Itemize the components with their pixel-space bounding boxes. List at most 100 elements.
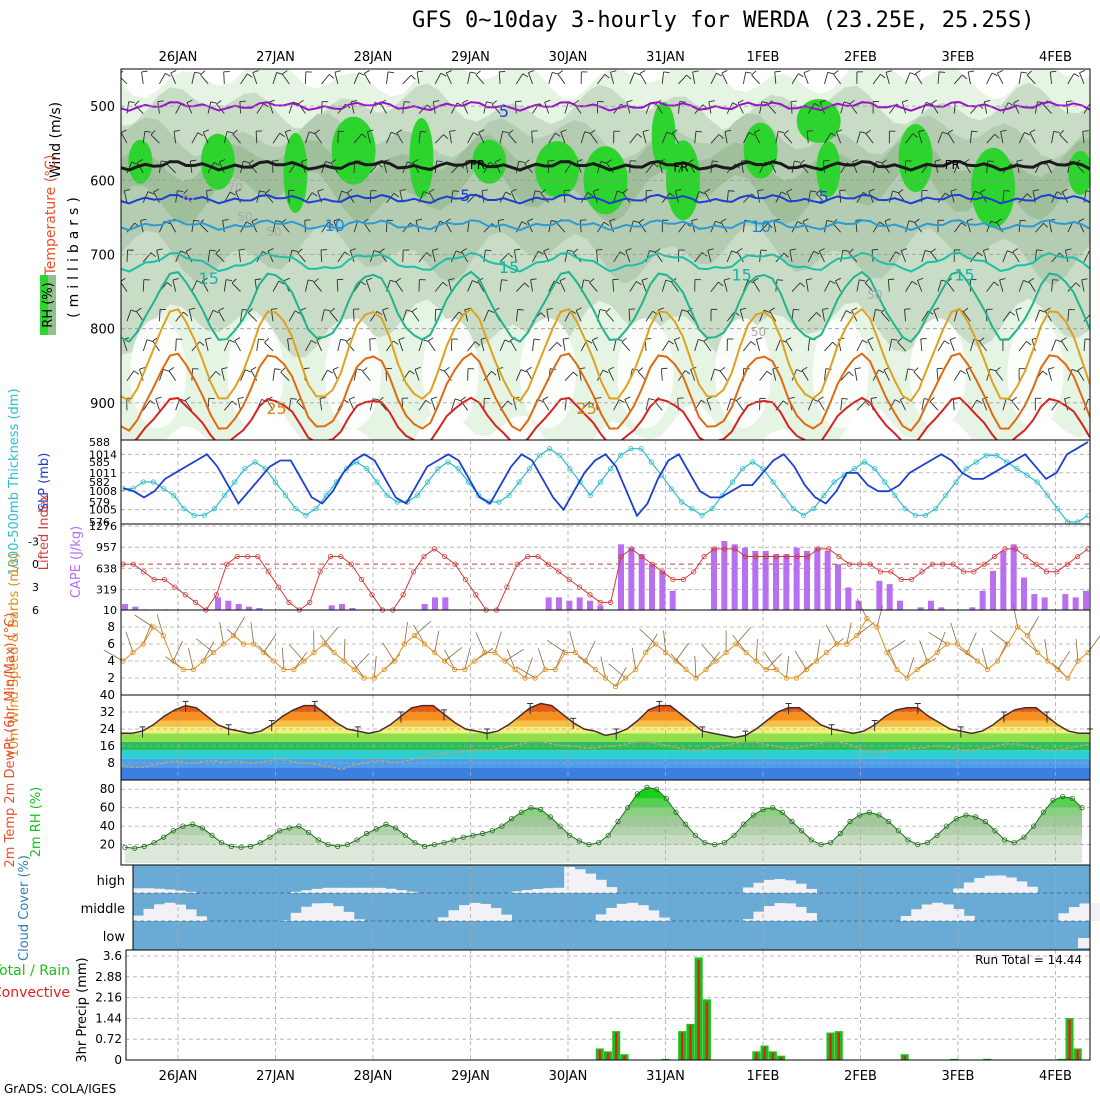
wind-barb-flag (634, 72, 641, 76)
wind-barb (416, 71, 420, 84)
wind10-speed-line-point (351, 666, 357, 673)
lifted-index-line-point (317, 569, 323, 575)
wind-barb-flag (180, 250, 187, 254)
wind-barb-flag (974, 190, 981, 194)
wind-barb (382, 309, 387, 322)
wind10-barb (794, 650, 807, 670)
lifted-index-line-point (576, 584, 583, 590)
wind-barb-flag (218, 307, 224, 312)
cape-bar (742, 547, 748, 610)
cape-bar (762, 550, 769, 610)
wind-barb (678, 74, 688, 85)
cloud-middle-bar (637, 905, 649, 921)
wind10-speed-line-point (904, 675, 910, 681)
wind-barb (645, 398, 649, 411)
cloud-middle-bar (459, 905, 470, 921)
wind-barb (986, 72, 993, 85)
wind-barb-flag (343, 399, 350, 404)
cloud-high-bar (374, 887, 386, 893)
wind-barb (348, 399, 355, 411)
wind-barb-flag (1082, 130, 1089, 132)
wind-barb (1002, 311, 1011, 322)
thickness-line-point (303, 512, 309, 518)
wind-barb (1045, 161, 1052, 174)
wind-barb-flag (1055, 339, 1062, 343)
wind-barb (835, 280, 842, 292)
cloud-high-bar (763, 879, 775, 893)
rh-line-point (228, 843, 234, 850)
wind-barb-flag (494, 159, 501, 163)
wind-barb-flag (766, 370, 772, 376)
wind-barb (159, 369, 164, 381)
thickness-line-point (872, 466, 878, 472)
wind-barb-flag (783, 129, 789, 135)
rh-line-point (547, 814, 553, 820)
rh-line-point (180, 823, 186, 829)
thickness-tick: 585 (89, 456, 110, 469)
rh-line-point (199, 825, 205, 831)
cloud-high-bar (511, 891, 523, 893)
wind-barb-flag (654, 248, 661, 253)
wind-barb (888, 190, 894, 203)
rh-line-point (364, 830, 370, 837)
wind10-barb (1075, 639, 1079, 662)
wind-barb-flag (712, 160, 719, 163)
wind-barb-flag (876, 160, 883, 164)
wind-barb-flag (251, 218, 258, 222)
wind-barb (613, 190, 618, 203)
wind-barb (694, 252, 703, 263)
wind-barb (629, 281, 637, 292)
lifted-index-line-point (971, 569, 977, 575)
wind10-barb (766, 653, 782, 670)
wind10-speed-line (122, 617, 1089, 688)
wind-barb (608, 369, 615, 381)
wind-barb (395, 281, 404, 292)
wind10-speed-line-point (361, 675, 367, 681)
wind-barb-flag (907, 368, 914, 371)
wind10-speed-line-point (783, 675, 790, 681)
wind-barb (251, 221, 258, 233)
wind-barb (997, 72, 1004, 85)
wind-barb-flag (234, 337, 241, 341)
thickness-line-point (597, 479, 604, 485)
wind10-speed-line-point (984, 666, 991, 673)
rh-line-point (354, 837, 360, 843)
thickness-line-point (161, 486, 167, 492)
wind-barb-flag (392, 340, 399, 345)
wind-barb-flag (741, 159, 748, 162)
wind-barb-flag (351, 99, 358, 103)
lifted-index-line-point (680, 576, 686, 583)
wind-barb (159, 73, 166, 85)
contour-label: 15 (954, 265, 974, 284)
wind-barb-flag (961, 74, 968, 80)
rh-tick: 60 (100, 801, 115, 815)
wind-barb (411, 311, 420, 322)
rh-line-point (1021, 834, 1027, 840)
date-tick-bottom: 27JAN (256, 1069, 295, 1084)
wind10-barb (608, 663, 626, 679)
wind10-speed-line-point (542, 666, 548, 673)
wind10-speed-line-point (512, 666, 518, 673)
cape-bar (793, 547, 800, 610)
wind-barb-flag (407, 161, 414, 165)
wind-barb-flag (428, 337, 434, 342)
cloud-high-bar (595, 879, 607, 893)
wind-barb (1065, 250, 1069, 263)
wind-barb-flag (508, 129, 514, 135)
rh-line-point (528, 805, 534, 811)
precip-convective-bar (623, 1055, 626, 1060)
lifted-index-line-point (1002, 546, 1008, 552)
precip-convective-bar (1076, 1049, 1079, 1060)
wind-barb (710, 281, 719, 292)
lifted-index-line-point (784, 553, 790, 560)
wind10-speed-line-point (291, 666, 297, 673)
wind-barb-flag (414, 366, 421, 370)
wind-barb-flag (810, 190, 817, 193)
cape-bar (349, 608, 356, 610)
wind-barb-flag (258, 338, 265, 341)
contour-label: 5 (819, 188, 829, 207)
wind-barb-flag (583, 279, 590, 282)
thickness-line-point (790, 506, 797, 512)
wind-barb (743, 341, 752, 352)
wind-barb-flag (362, 367, 368, 372)
